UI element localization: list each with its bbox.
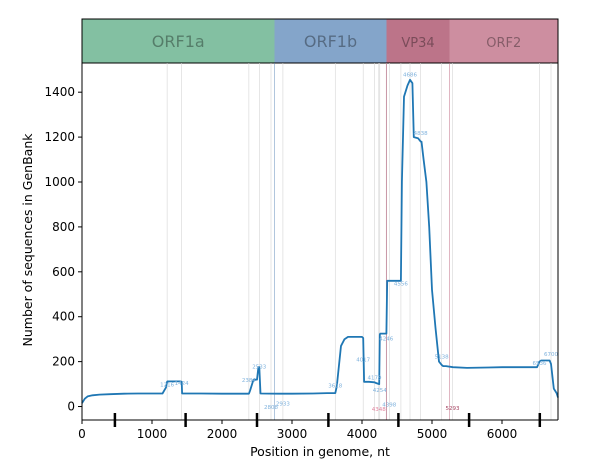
y-tick-label: 0 <box>67 400 75 414</box>
annotation-label: 4348 <box>372 407 386 413</box>
annotation-label: 4246 <box>379 336 393 342</box>
x-axis-label: Position in genome, nt <box>250 444 390 459</box>
region-label: VP34 <box>401 36 434 51</box>
annotation-label: 2533 <box>252 364 266 370</box>
y-tick-label: 1400 <box>44 85 75 99</box>
annotation-label: 4556 <box>394 281 408 287</box>
y-tick-label: 800 <box>52 220 75 234</box>
annotation-label: 2384 <box>242 378 256 384</box>
annotation-label: 4686 <box>403 72 417 78</box>
x-tick-label: 6000 <box>487 427 518 441</box>
x-tick-label: 1000 <box>137 427 168 441</box>
series-line <box>81 78 559 404</box>
annotation-label: 4838 <box>414 131 428 137</box>
region-band <box>386 19 450 63</box>
y-tick-label: 600 <box>52 265 75 279</box>
y-tick-label: 1200 <box>44 130 75 144</box>
x-tick-label: 2000 <box>207 427 238 441</box>
annotation-label: 4398 <box>382 403 396 409</box>
region-band <box>449 19 558 63</box>
y-axis-label: Number of sequences in GenBank <box>20 133 35 347</box>
annotation-label: 2933 <box>276 401 290 407</box>
annotation-label: 5293 <box>446 406 460 412</box>
annotation-label: 4017 <box>356 358 370 364</box>
y-tick-label: 400 <box>52 310 75 324</box>
annotation-label: 3618 <box>328 383 342 389</box>
region-band <box>274 19 387 63</box>
annotation-label: 5138 <box>435 354 449 360</box>
region-label: ORF1a <box>152 32 205 51</box>
axes: 0 200 400 600 800 1000 1200 1400 0 1000 2000 3000 40… <box>44 63 559 441</box>
annotation-label: 2808 <box>264 405 278 411</box>
region-band-frame <box>81 18 559 64</box>
y-tick-label: 200 <box>52 355 75 369</box>
region-lines <box>166 63 552 420</box>
annotation-label: 4254 <box>373 388 387 394</box>
annotation-label: 4179 <box>368 376 382 382</box>
annotation-label: 1424 <box>175 381 189 387</box>
x-tick-label: 5000 <box>417 427 448 441</box>
region-band <box>82 19 275 63</box>
region-bands: ORF1a ORF1b VP34 ORF2 <box>81 18 559 64</box>
y-tick-label: 1000 <box>44 175 75 189</box>
annotation-label: 6700 <box>544 352 558 358</box>
x-tick-label: 0 <box>78 427 86 441</box>
region-label: ORF2 <box>486 36 521 51</box>
annotation-label: 1216 <box>160 382 174 388</box>
region-label: ORF1b <box>304 32 357 51</box>
annotation-label: 6536 <box>533 361 547 367</box>
x-tick-label: 3000 <box>277 427 308 441</box>
x-tick-label: 4000 <box>347 427 378 441</box>
